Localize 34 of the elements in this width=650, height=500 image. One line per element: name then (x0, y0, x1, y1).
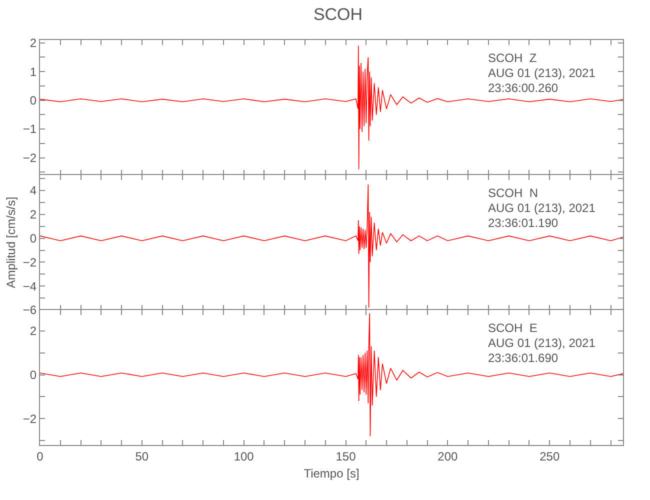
x-tick-label: 150 (336, 449, 356, 464)
x-tick-label: 100 (234, 449, 254, 464)
y-tick-label: 2 (30, 36, 37, 50)
y-tick-label: 1 (30, 64, 37, 79)
annotation: 23:36:01.690 (488, 351, 558, 365)
y-tick-label: −2 (22, 150, 37, 165)
y-tick-label: 2 (30, 208, 37, 222)
y-tick-label: 0 (30, 368, 37, 382)
y-tick-label: 0 (30, 232, 37, 246)
x-tick-label: 250 (540, 449, 560, 464)
y-tick-label: 0 (30, 94, 37, 108)
annotation: SCOH E (488, 321, 538, 335)
y-tick-label: −1 (22, 122, 37, 136)
x-tick-label: 200 (438, 449, 458, 464)
x-axis-title: Tiempo [s] (304, 466, 360, 480)
line-series (40, 312, 623, 437)
y-tick-label: −2 (22, 255, 37, 270)
line-series (40, 184, 623, 308)
annotation: 23:36:00.260 (488, 81, 558, 95)
annotation: AUG 01 (213), 2021 (488, 336, 596, 350)
annotation: SCOH Z (488, 51, 537, 65)
y-tick-label: −2 (22, 412, 37, 426)
chart-title: SCOH (313, 4, 363, 24)
y-tick-label: −6 (22, 303, 37, 318)
y-tick-label: −4 (22, 279, 37, 294)
y-axis-title: Amplitud [cm/s/s] (4, 196, 18, 288)
y-tick-label: 2 (30, 324, 37, 338)
y-tick-label: 4 (30, 184, 37, 198)
line-series (40, 45, 623, 170)
annotation: AUG 01 (213), 2021 (488, 66, 596, 80)
annotation: SCOH N (488, 186, 538, 200)
annotation: AUG 01 (213), 2021 (488, 201, 596, 215)
annotation: 23:36:01.190 (488, 216, 558, 230)
x-tick-label: 50 (135, 449, 149, 464)
